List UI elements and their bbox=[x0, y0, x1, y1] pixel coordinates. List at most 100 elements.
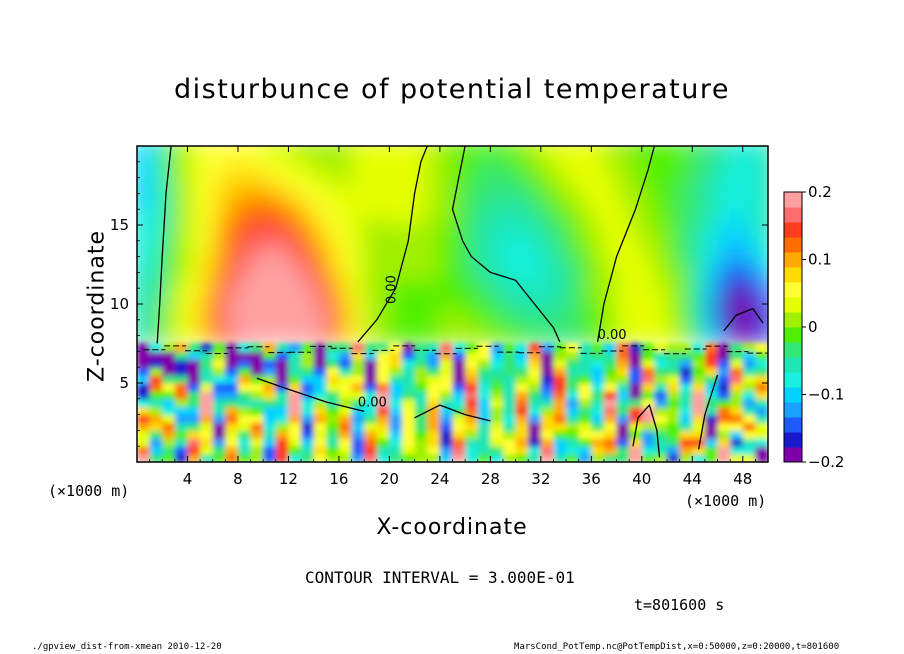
heat-cell bbox=[591, 375, 605, 384]
heat-cell bbox=[149, 446, 163, 455]
heat-cell bbox=[275, 438, 290, 447]
heat-cell bbox=[603, 193, 618, 202]
heat-cell bbox=[452, 240, 466, 250]
heat-cell bbox=[402, 201, 416, 210]
heat-cell bbox=[603, 367, 618, 376]
heat-cell bbox=[654, 327, 668, 337]
heat-cell bbox=[477, 272, 491, 281]
heat-cell bbox=[616, 414, 630, 424]
heat-cell bbox=[704, 217, 719, 226]
heat-cell bbox=[137, 311, 151, 321]
heat-cell bbox=[742, 232, 756, 242]
heat-cell bbox=[313, 335, 327, 345]
heat-cell bbox=[452, 264, 466, 273]
heat-cell bbox=[187, 375, 201, 384]
heat-cell bbox=[629, 146, 643, 155]
heat-cell bbox=[629, 446, 643, 455]
heat-cell bbox=[553, 304, 567, 313]
heat-cell bbox=[414, 146, 428, 155]
heat-cell bbox=[376, 272, 390, 281]
heat-cell bbox=[742, 153, 756, 163]
heat-cell bbox=[465, 256, 479, 266]
heat-cell bbox=[389, 319, 403, 329]
heat-cell bbox=[402, 367, 416, 376]
heat-cell bbox=[578, 438, 592, 447]
heat-cell bbox=[692, 304, 706, 313]
heat-cell bbox=[490, 225, 504, 234]
heat-cell bbox=[414, 351, 428, 360]
heat-cell bbox=[288, 343, 302, 352]
heat-cell bbox=[389, 240, 403, 250]
heat-cell bbox=[692, 193, 706, 202]
heat-cell bbox=[578, 217, 592, 226]
heat-cell bbox=[692, 264, 706, 273]
heat-cell bbox=[275, 398, 290, 408]
heat-cell bbox=[263, 161, 277, 171]
heat-cell bbox=[313, 311, 327, 321]
heat-cell bbox=[414, 264, 428, 273]
heat-cell bbox=[212, 146, 226, 155]
heat-cell bbox=[654, 264, 668, 273]
heat-cell bbox=[730, 398, 744, 408]
heat-cell bbox=[591, 304, 605, 313]
heat-cell bbox=[187, 201, 201, 210]
heat-cell bbox=[566, 161, 580, 171]
heat-cell bbox=[427, 351, 441, 360]
heat-cell bbox=[603, 146, 618, 155]
heat-cell bbox=[376, 422, 390, 431]
heat-cell bbox=[275, 375, 290, 384]
heat-cell bbox=[704, 359, 719, 368]
heat-cell bbox=[654, 367, 668, 376]
heat-cell bbox=[629, 296, 643, 305]
heat-cell bbox=[301, 161, 315, 171]
heat-cell bbox=[250, 343, 264, 352]
heat-cell bbox=[730, 272, 744, 281]
heat-cell bbox=[528, 280, 542, 289]
heat-cell bbox=[187, 240, 201, 250]
heat-cell bbox=[225, 335, 239, 345]
heat-cell bbox=[402, 288, 416, 297]
heat-cell bbox=[452, 446, 466, 455]
heat-cell bbox=[629, 217, 643, 226]
heat-cell bbox=[338, 280, 353, 289]
heat-cell bbox=[439, 248, 454, 258]
heat-cell bbox=[187, 288, 201, 297]
heat-cell bbox=[263, 146, 277, 155]
heat-cell bbox=[212, 264, 226, 273]
heat-cell bbox=[149, 406, 163, 416]
heat-cell bbox=[414, 272, 428, 281]
heat-cell bbox=[174, 422, 189, 431]
heat-cell bbox=[389, 256, 403, 266]
heat-cell bbox=[490, 201, 504, 210]
heat-cell bbox=[376, 193, 390, 202]
heat-cell bbox=[364, 335, 378, 345]
heat-cell bbox=[742, 272, 756, 281]
heat-cell bbox=[200, 311, 214, 321]
heat-cell bbox=[414, 185, 428, 194]
heat-cell bbox=[629, 177, 643, 187]
heat-cell bbox=[402, 422, 416, 431]
heat-cell bbox=[616, 153, 630, 163]
heat-cell bbox=[351, 280, 365, 289]
heat-cell bbox=[578, 288, 592, 297]
heat-cell bbox=[654, 375, 668, 384]
heat-cell bbox=[326, 438, 340, 447]
heat-cell bbox=[465, 438, 479, 447]
heat-cell bbox=[250, 288, 264, 297]
heat-cell bbox=[313, 256, 327, 266]
heat-cell bbox=[730, 359, 744, 368]
heat-cell bbox=[717, 169, 731, 179]
heat-cell bbox=[174, 177, 189, 187]
heat-cell bbox=[629, 193, 643, 202]
heat-cell bbox=[414, 327, 428, 337]
heat-cell bbox=[237, 390, 252, 400]
heat-cell bbox=[502, 153, 517, 163]
heat-cell bbox=[540, 454, 555, 462]
heat-cell bbox=[288, 161, 302, 171]
heat-cell bbox=[603, 161, 618, 171]
heat-cell bbox=[439, 193, 454, 202]
heat-cell bbox=[389, 327, 403, 337]
heat-cell bbox=[301, 193, 315, 202]
heat-cell bbox=[414, 343, 428, 352]
heat-cell bbox=[730, 201, 744, 210]
